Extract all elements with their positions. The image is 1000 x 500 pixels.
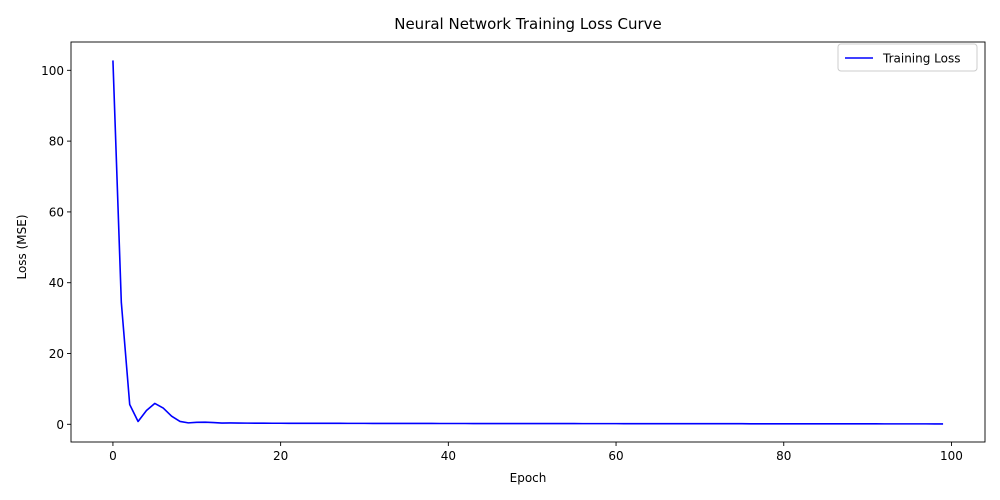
x-tick-label: 60 (608, 449, 623, 463)
plot-frame (70, 41, 986, 443)
x-axis: 0 20 40 60 80 100 (109, 442, 963, 463)
legend-label: Training Loss (882, 52, 960, 66)
x-tick-label: 0 (109, 449, 117, 463)
y-tick-label: 40 (49, 276, 64, 290)
x-tick-label: 20 (273, 449, 288, 463)
y-tick-label: 60 (49, 205, 64, 219)
x-axis-label: Epoch (510, 471, 547, 485)
y-axis: 0 20 40 60 80 100 (41, 64, 71, 432)
legend-box (837, 43, 978, 72)
chart-title: Neural Network Training Loss Curve (394, 15, 662, 33)
series-line-training-loss (112, 60, 944, 425)
x-tick-label: 40 (441, 449, 456, 463)
x-tick-label: 80 (776, 449, 791, 463)
y-tick-label: 80 (49, 135, 64, 149)
y-tick-label: 20 (49, 347, 64, 361)
plot-area (70, 41, 986, 443)
y-tick-label: 100 (41, 64, 64, 78)
y-tick-label: 0 (56, 418, 64, 432)
legend: Training Loss (837, 43, 978, 72)
x-tick-label: 100 (940, 449, 963, 463)
series-layer (112, 60, 944, 425)
y-axis-label: Loss (MSE) (15, 214, 29, 279)
